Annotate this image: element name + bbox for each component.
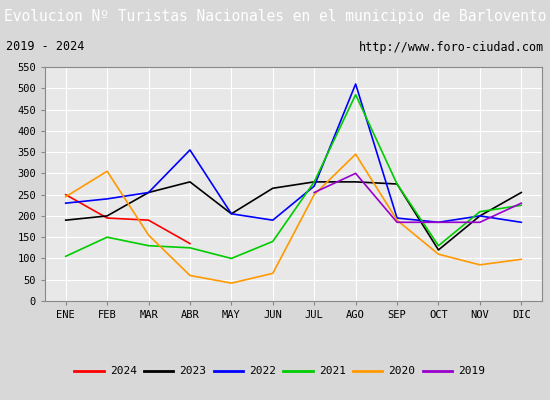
- 2021: [228, 256, 235, 261]
- 2021: [353, 92, 359, 97]
- 2023: [228, 211, 235, 216]
- Text: 2021: 2021: [319, 366, 346, 376]
- 2020: [435, 252, 442, 257]
- 2021: [518, 203, 525, 208]
- 2022: [186, 148, 193, 152]
- 2020: [311, 192, 317, 197]
- Line: 2019: 2019: [314, 173, 521, 222]
- 2021: [145, 243, 152, 248]
- Text: 2019 - 2024: 2019 - 2024: [6, 40, 84, 54]
- 2020: [476, 262, 483, 267]
- 2020: [186, 273, 193, 278]
- 2021: [476, 209, 483, 214]
- 2020: [104, 169, 111, 174]
- 2019: [435, 220, 442, 225]
- 2020: [270, 271, 276, 276]
- 2019: [476, 220, 483, 225]
- 2022: [228, 211, 235, 216]
- 2024: [186, 241, 193, 246]
- 2023: [353, 180, 359, 184]
- 2019: [394, 220, 400, 225]
- 2020: [518, 257, 525, 262]
- 2022: [353, 82, 359, 86]
- 2023: [518, 190, 525, 195]
- 2024: [104, 216, 111, 220]
- Text: 2019: 2019: [458, 366, 485, 376]
- 2020: [394, 218, 400, 222]
- 2022: [270, 218, 276, 222]
- 2023: [476, 214, 483, 218]
- 2023: [311, 180, 317, 184]
- Text: 2023: 2023: [179, 366, 207, 376]
- Line: 2020: 2020: [65, 154, 521, 283]
- 2023: [104, 214, 111, 218]
- 2022: [518, 220, 525, 225]
- Line: 2022: 2022: [65, 84, 521, 222]
- 2023: [145, 190, 152, 195]
- 2023: [435, 248, 442, 252]
- 2023: [270, 186, 276, 191]
- 2022: [145, 190, 152, 195]
- Text: 2020: 2020: [388, 366, 416, 376]
- 2021: [394, 182, 400, 186]
- 2021: [62, 254, 69, 259]
- 2022: [62, 201, 69, 206]
- 2023: [186, 180, 193, 184]
- 2022: [311, 184, 317, 188]
- Text: 2024: 2024: [110, 366, 137, 376]
- 2024: [145, 218, 152, 222]
- 2022: [394, 216, 400, 220]
- Text: http://www.foro-ciudad.com: http://www.foro-ciudad.com: [359, 40, 544, 54]
- 2019: [311, 190, 317, 195]
- 2022: [476, 214, 483, 218]
- 2022: [104, 196, 111, 201]
- 2020: [228, 281, 235, 286]
- 2021: [186, 246, 193, 250]
- Line: 2024: 2024: [65, 195, 190, 244]
- 2021: [311, 180, 317, 184]
- Text: 2022: 2022: [249, 366, 276, 376]
- Line: 2021: 2021: [65, 95, 521, 258]
- 2020: [62, 194, 69, 199]
- 2023: [62, 218, 69, 222]
- Text: Evolucion Nº Turistas Nacionales en el municipio de Barlovento: Evolucion Nº Turistas Nacionales en el m…: [4, 8, 546, 24]
- 2019: [518, 201, 525, 206]
- 2021: [435, 243, 442, 248]
- 2020: [353, 152, 359, 157]
- 2019: [353, 171, 359, 176]
- 2021: [104, 235, 111, 240]
- Line: 2023: 2023: [65, 182, 521, 250]
- 2021: [270, 239, 276, 244]
- 2024: [62, 192, 69, 197]
- 2023: [394, 182, 400, 186]
- 2022: [435, 220, 442, 225]
- 2020: [145, 233, 152, 238]
